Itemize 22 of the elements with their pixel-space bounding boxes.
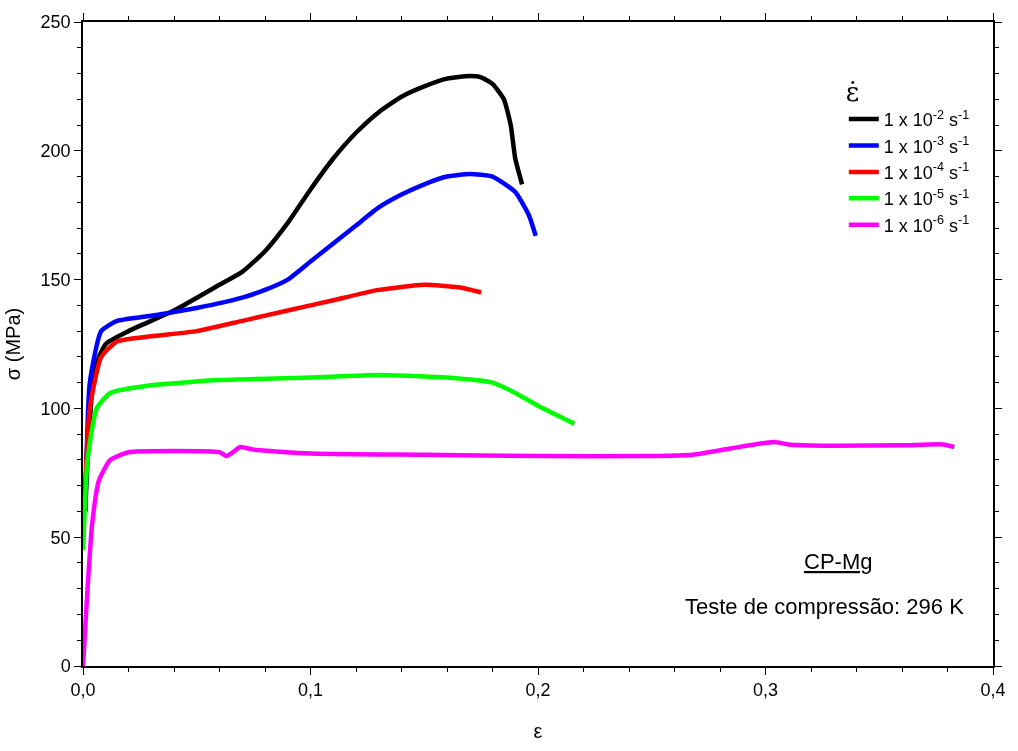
x-tick-label: 0,3 <box>752 680 779 701</box>
y-tick-label: 250 <box>40 12 71 33</box>
x-tick-label: 0,2 <box>525 680 551 701</box>
x-tick-label: 0,0 <box>70 680 96 701</box>
legend-label: 1 x 10$^{-2}$ s$^{-1}$ <box>883 107 970 131</box>
legend-title: ε̇ <box>845 76 860 107</box>
y-axis-title: σ (MPa) <box>1 307 24 381</box>
y-tick-label: 150 <box>40 269 71 290</box>
line-series <box>83 372 577 553</box>
legend-label: 1 x 10$^{-6}$ s$^{-1}$ <box>883 213 970 236</box>
annotation: CP-Mg <box>804 549 873 574</box>
y-tick-label: 200 <box>40 141 71 162</box>
legend-label: 1 x 10$^{-5}$ s$^{-1}$ <box>883 186 970 210</box>
y-tick-label: 100 <box>40 398 71 419</box>
x-tick-label: 0,4 <box>980 680 1006 701</box>
x-tick-label: 0,1 <box>297 680 324 701</box>
legend-label: 1 x 10$^{-3}$ s$^{-1}$ <box>883 133 970 157</box>
y-tick-label: 0 <box>60 656 71 677</box>
legend-label: 1 x 10$^{-4}$ s$^{-1}$ <box>883 160 970 183</box>
y-tick-label: 50 <box>50 527 71 548</box>
x-axis-title: ε <box>533 720 543 743</box>
annotation: Teste de compressão: 296 K <box>685 594 965 619</box>
